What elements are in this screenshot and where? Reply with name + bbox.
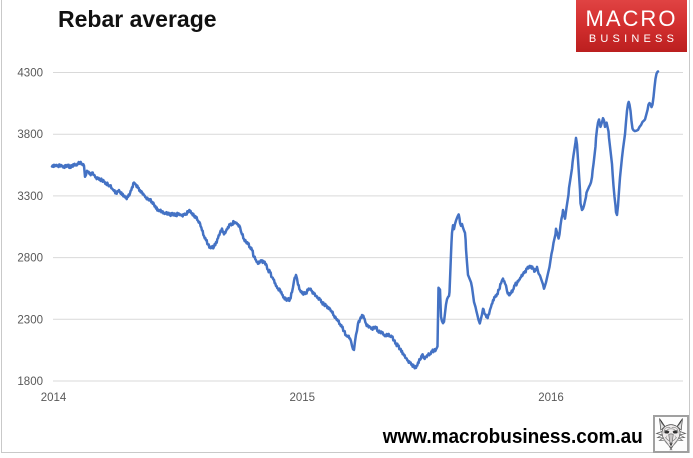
macrobusiness-logo: MACRO BUSINESS — [576, 0, 687, 52]
y-axis-tick-label: 2800 — [17, 253, 43, 265]
y-axis-tick-label: 3800 — [17, 129, 43, 141]
x-axis-tick-label: 2014 — [41, 392, 67, 404]
wolf-logo-box — [653, 415, 689, 453]
chart-title: Rebar average — [58, 6, 217, 32]
y-axis-tick-label: 2300 — [17, 314, 43, 326]
x-axis-tick-label: 2015 — [290, 392, 316, 404]
y-axis-tick-label: 1800 — [17, 376, 43, 388]
y-axis-tick-label: 3300 — [17, 191, 43, 203]
x-axis-tick-label: 2016 — [538, 392, 564, 404]
logo-text-business: BUSINESS — [588, 33, 679, 45]
y-axis-tick-label: 4300 — [17, 68, 43, 80]
series-line — [50, 70, 660, 370]
wolf-head-icon — [655, 418, 687, 451]
website-url: www.macrobusiness.com.au — [382, 426, 643, 448]
logo-text-macro: MACRO — [585, 6, 678, 31]
